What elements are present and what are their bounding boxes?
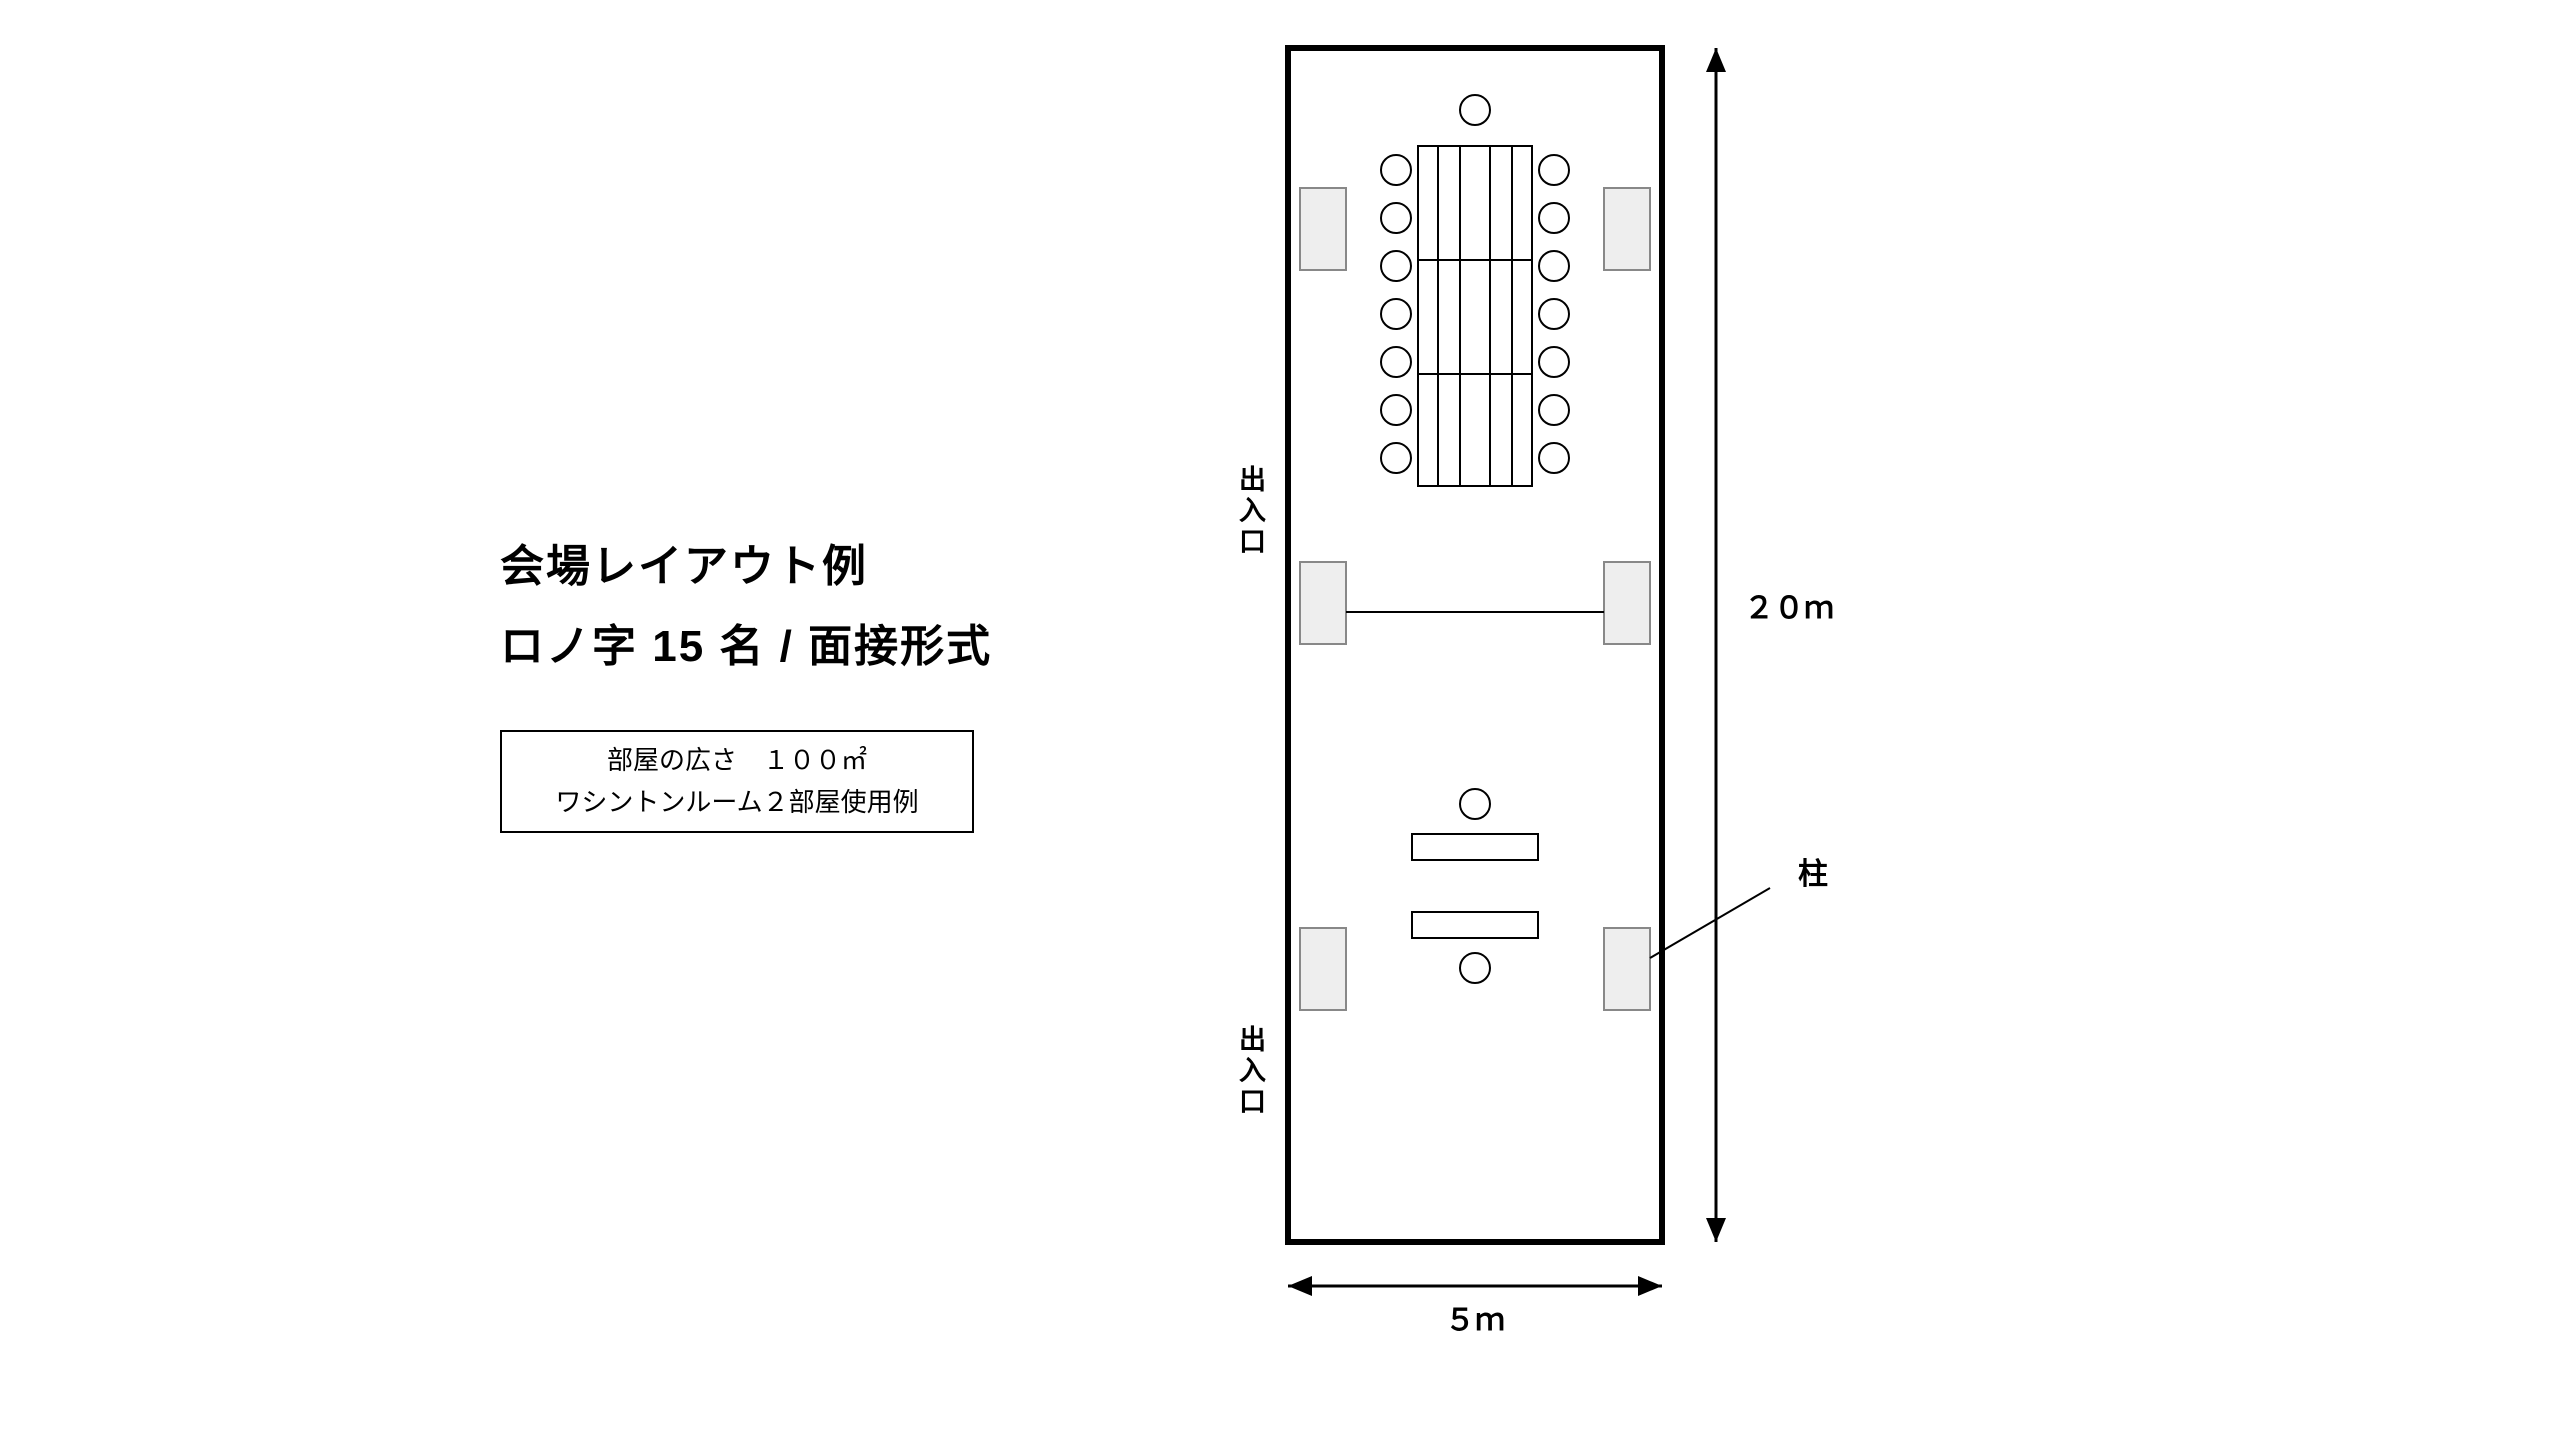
dim-label-height: ２０ｍ (1744, 592, 1834, 625)
pillar-label: 柱 (1798, 858, 1828, 891)
seat (1460, 789, 1490, 819)
pillar (1300, 188, 1346, 270)
seat (1539, 443, 1569, 473)
arrowhead (1638, 1276, 1662, 1296)
seat (1381, 299, 1411, 329)
arrowhead (1706, 48, 1726, 72)
table-left (1418, 146, 1438, 486)
seat (1539, 251, 1569, 281)
seat (1381, 347, 1411, 377)
seat (1539, 155, 1569, 185)
exit-label: 出入口 (1235, 465, 1266, 558)
seat (1539, 299, 1569, 329)
interview-table (1412, 912, 1538, 938)
pillar-leader (1650, 888, 1770, 958)
seat (1539, 347, 1569, 377)
floorplan: 出入口出入口２０ｍ５ｍ柱 (0, 0, 2560, 1445)
seat (1381, 251, 1411, 281)
seat (1381, 203, 1411, 233)
seat (1381, 443, 1411, 473)
seat (1539, 203, 1569, 233)
pillar (1604, 928, 1650, 1010)
seat (1539, 395, 1569, 425)
arrowhead (1706, 1218, 1726, 1242)
exit-label: 出入口 (1235, 1025, 1266, 1118)
seat (1381, 155, 1411, 185)
pillar (1604, 562, 1650, 644)
pillar (1300, 928, 1346, 1010)
interview-table (1412, 834, 1538, 860)
pillar (1300, 562, 1346, 644)
seat (1460, 953, 1490, 983)
stage: 会場レイアウト例 ロノ字 15 名 / 面接形式 部屋の広さ １００㎡ ワシント… (0, 0, 2560, 1440)
dim-label-width: ５ｍ (1445, 1304, 1505, 1337)
seat (1460, 95, 1490, 125)
seat (1381, 395, 1411, 425)
arrowhead (1288, 1276, 1312, 1296)
pillar (1604, 188, 1650, 270)
table-right (1512, 146, 1532, 486)
